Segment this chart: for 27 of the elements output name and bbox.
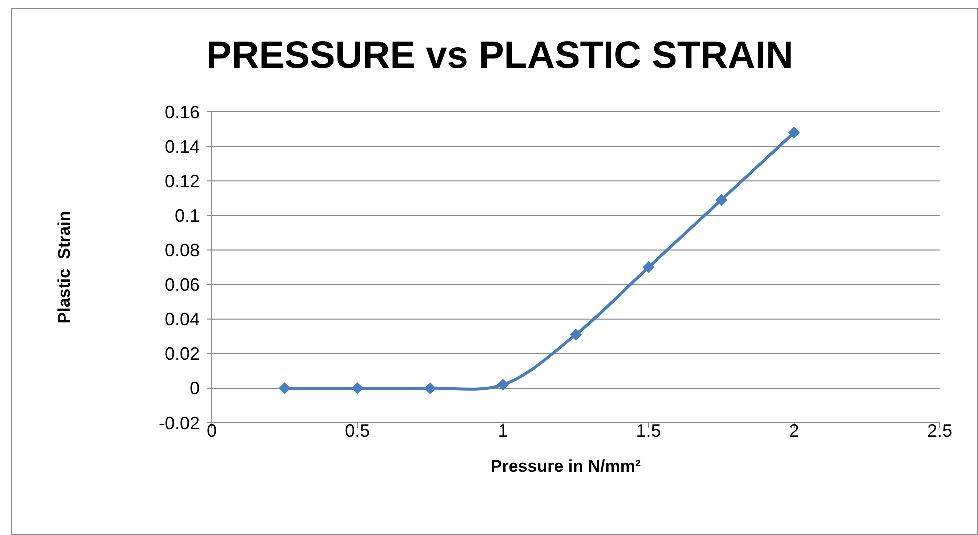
y-tick-label: 0.1	[174, 206, 200, 226]
point	[570, 328, 582, 341]
x-axis-title: Pressure in N/mm²	[490, 457, 642, 476]
x-tick-label: 2	[789, 421, 800, 441]
x-tick-label: 1	[498, 421, 508, 441]
x-tick-label: 1.5	[636, 421, 662, 441]
y-tick-label: 0	[190, 378, 200, 399]
point	[278, 382, 291, 394]
chart-title: PRESSURE vs PLASTIC STRAIN	[206, 35, 794, 77]
point	[642, 262, 655, 274]
point	[716, 194, 728, 206]
point	[424, 382, 436, 394]
point	[497, 378, 510, 391]
y-tick-label: 0.12	[164, 171, 200, 192]
y-tick-label: 0.14	[164, 136, 200, 157]
y-tick-label: 0.02	[164, 344, 200, 364]
y-tick-label: 0.06	[164, 275, 200, 296]
y-tick-label: 0.08	[164, 240, 200, 261]
point	[788, 126, 800, 139]
x-tick-label: 0	[206, 421, 218, 441]
y-axis-title: Plastic Strain	[55, 211, 74, 324]
x-tick-label: 2.5	[927, 421, 953, 441]
point	[352, 382, 364, 394]
y-tick-label: -0.02	[158, 413, 200, 434]
y-tick-label: 0.04	[164, 310, 200, 330]
x-tick-label: 0.5	[345, 421, 370, 441]
y-tick-label: 0.16	[164, 102, 200, 122]
